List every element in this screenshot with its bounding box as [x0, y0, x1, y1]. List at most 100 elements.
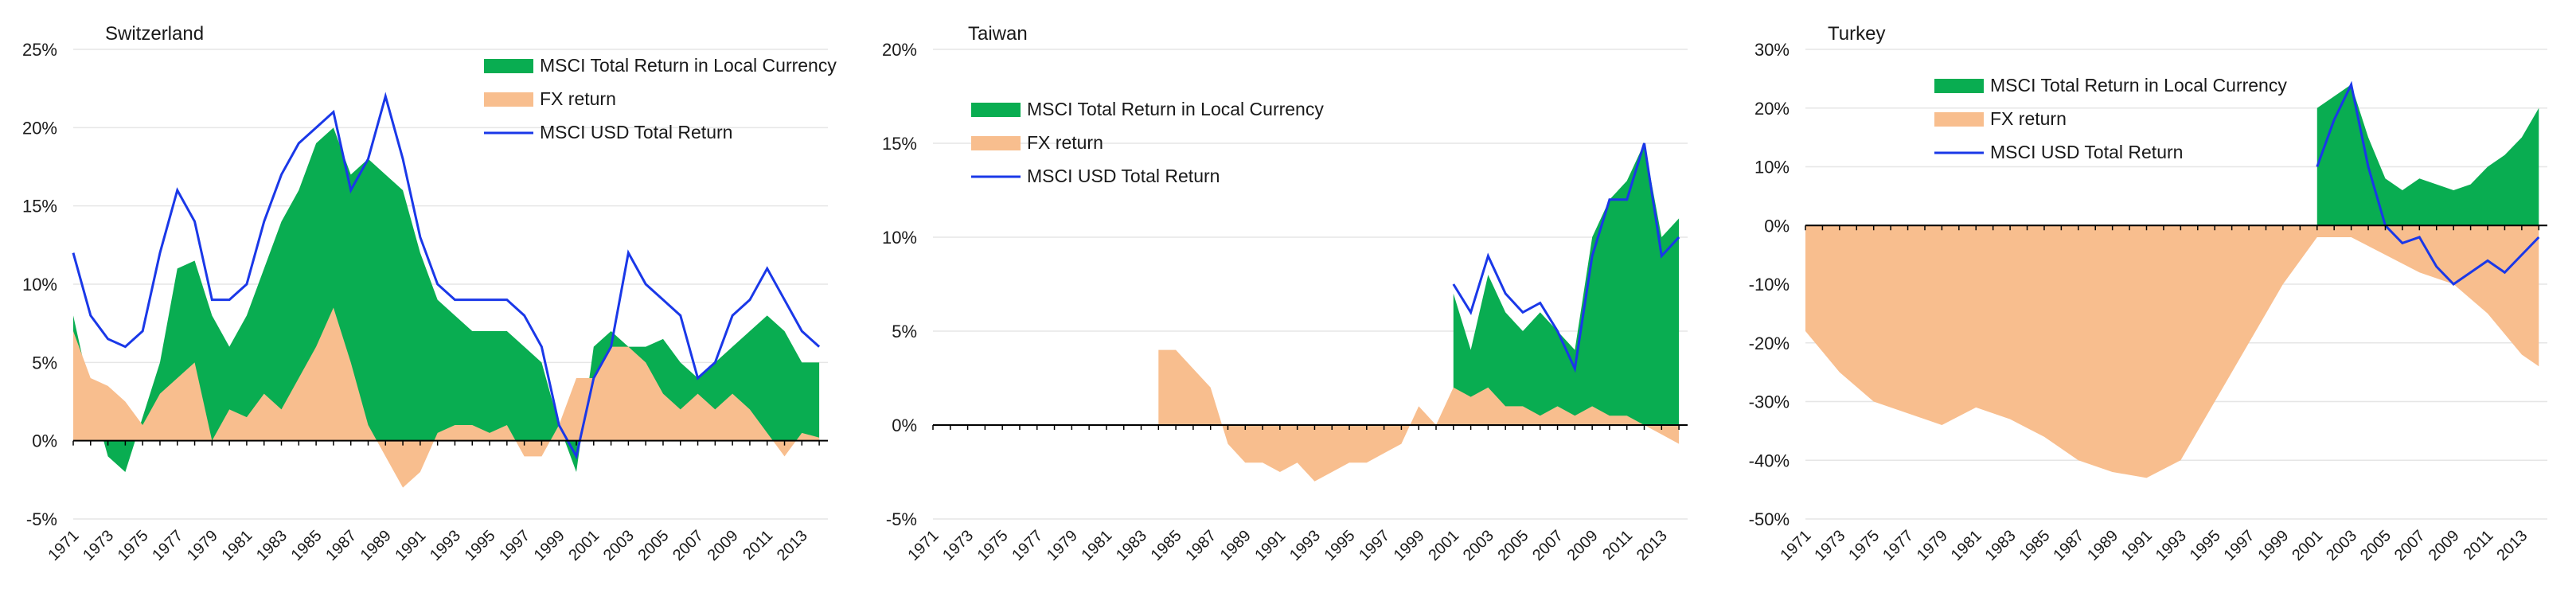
legend-local-currency-label: MSCI Total Return in Local Currency	[1027, 99, 1324, 119]
x-tick-label: 1999	[2254, 527, 2292, 564]
x-tick-label: 1977	[1009, 527, 1046, 564]
y-tick-label: 10%	[882, 228, 917, 248]
x-tick-label: 1987	[322, 527, 360, 564]
y-tick-label: 10%	[1754, 158, 1790, 178]
x-tick-label: 2001	[2289, 527, 2326, 564]
x-tick-label: 1979	[1914, 527, 1951, 564]
legend-fx-return-label: FX return	[540, 88, 616, 109]
x-tick-label: 1985	[288, 527, 326, 564]
legend-local-currency-swatch	[484, 59, 533, 73]
x-tick-label: 1989	[2084, 527, 2121, 564]
y-tick-label: 10%	[22, 275, 57, 295]
x-tick-label: 2013	[2493, 527, 2531, 564]
y-tick-label: -5%	[26, 509, 57, 529]
x-tick-label: 1981	[1078, 527, 1115, 564]
x-tick-label: 1991	[1251, 527, 1289, 564]
x-tick-label: 2013	[774, 527, 811, 564]
x-tick-label: 1971	[45, 527, 83, 564]
y-tick-label: -20%	[1749, 334, 1790, 353]
x-tick-label: 1971	[905, 527, 943, 564]
x-tick-label: 1995	[2187, 527, 2224, 564]
series-area-local-currency	[2316, 84, 2539, 226]
x-tick-label: 2005	[634, 527, 672, 564]
legend-fx-return-label: FX return	[1990, 108, 2067, 129]
x-tick-label: 1975	[974, 527, 1012, 564]
legend-usd-total-return-label: MSCI USD Total Return	[1990, 142, 2183, 162]
x-tick-label: 2009	[2426, 527, 2463, 564]
x-tick-label: 1995	[462, 527, 499, 564]
y-tick-label: 30%	[1754, 40, 1790, 60]
x-tick-label: 1995	[1321, 527, 1359, 564]
series-area-fx-return	[73, 307, 820, 488]
x-tick-label: 1991	[2118, 527, 2156, 564]
x-tick-label: 1983	[1982, 527, 2020, 564]
legend-fx-return-swatch	[484, 92, 533, 107]
x-tick-label: 2003	[600, 527, 638, 564]
x-tick-label: 1973	[1811, 527, 1848, 564]
y-tick-label: 0%	[892, 415, 917, 435]
chart-turkey: Turkey -50% -40% -30% -20% -10% 0% 10% 20% 30% 197…	[1749, 23, 2547, 564]
series-line-usd-total-return	[1452, 142, 1680, 373]
y-tick-label: -40%	[1749, 451, 1790, 470]
x-tick-label: 1989	[357, 527, 395, 564]
x-tick-label: 1981	[1948, 527, 1985, 564]
legend-local-currency-swatch	[1934, 79, 1984, 93]
legend-local-currency-label: MSCI Total Return in Local Currency	[1990, 75, 2287, 96]
y-tick-label: 15%	[882, 134, 917, 154]
x-tick-label: 1993	[427, 527, 464, 564]
x-tick-label: 1989	[1217, 527, 1255, 564]
legend-fx-return-swatch	[971, 136, 1021, 150]
series-line-usd-total-return	[72, 92, 821, 460]
x-tick-label: 1991	[392, 527, 429, 564]
y-tick-label: 0%	[32, 431, 57, 451]
y-tick-label: -10%	[1749, 275, 1790, 295]
x-tick-label: 2003	[2323, 527, 2360, 564]
series-area-fx-return	[1158, 349, 1680, 482]
x-tick-label: 2005	[1494, 527, 1532, 564]
chart-switzerland: Switzerland-5%0%5%10%15%20%25%1971197319…	[22, 23, 837, 564]
x-tick-label: 1975	[1845, 527, 1883, 564]
x-tick-label: 2007	[1529, 527, 1567, 564]
y-tick-label: 20%	[22, 118, 57, 138]
series-area-local-currency	[1453, 143, 1680, 425]
y-tick-label: 20%	[882, 40, 917, 60]
series-line-usd-total-return	[2316, 80, 2540, 286]
y-tick-label: 0%	[1764, 216, 1790, 236]
x-tick-label: 1993	[2153, 527, 2190, 564]
x-tick-label: 2001	[565, 527, 603, 564]
x-tick-label: 1987	[2050, 527, 2087, 564]
x-tick-label: 1979	[184, 527, 221, 564]
x-tick-label: 2009	[704, 527, 742, 564]
x-tick-label: 1973	[939, 527, 977, 564]
x-tick-label: 1997	[496, 527, 533, 564]
x-tick-label: 2013	[1633, 527, 1671, 564]
x-tick-label: 1977	[1879, 527, 1917, 564]
y-tick-label: -30%	[1749, 392, 1790, 412]
x-tick-label: 1985	[2016, 527, 2053, 564]
x-tick-label: 1975	[115, 527, 152, 564]
x-tick-label: 1993	[1286, 527, 1324, 564]
x-tick-label: 2011	[740, 527, 776, 564]
x-tick-label: 1983	[1113, 527, 1150, 564]
series-area-fx-return	[1805, 225, 2539, 478]
chart-title: Turkey	[1828, 23, 1885, 45]
x-tick-label: 2003	[1460, 527, 1497, 564]
y-tick-label: 20%	[1754, 99, 1790, 119]
y-tick-label: 5%	[32, 353, 57, 373]
x-tick-label: 1987	[1182, 527, 1220, 564]
y-tick-label: 5%	[892, 322, 917, 341]
legend-local-currency-swatch	[971, 103, 1021, 117]
x-tick-label: 2007	[669, 527, 707, 564]
y-tick-label: -50%	[1749, 509, 1790, 529]
x-tick-label: 1999	[1391, 527, 1428, 564]
x-tick-label: 1997	[2221, 527, 2258, 564]
x-tick-label: 1973	[80, 527, 117, 564]
x-tick-label: 2011	[2461, 527, 2497, 564]
x-tick-label: 1983	[253, 527, 291, 564]
y-tick-label: 15%	[22, 197, 57, 217]
chart-title: Switzerland	[105, 23, 204, 45]
legend-fx-return-swatch	[1934, 112, 1984, 127]
x-tick-label: 1985	[1148, 527, 1185, 564]
